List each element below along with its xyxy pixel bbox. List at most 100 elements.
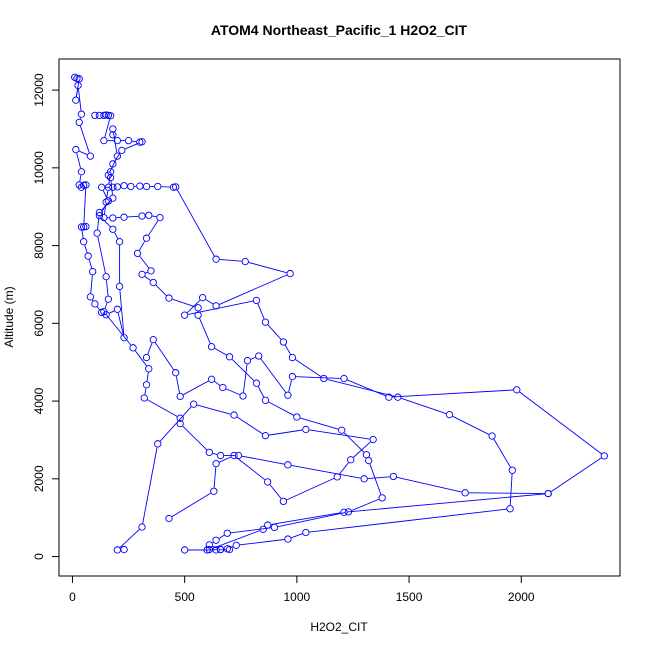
data-point [360,475,368,483]
series-segment [392,389,514,398]
data-point [142,353,151,362]
series-segment [171,492,211,517]
series-segment [509,473,513,506]
series-segment [291,533,303,539]
series-segment [83,188,87,224]
data-point [544,489,552,498]
data-point [212,302,220,310]
series-segment [219,456,231,463]
series-segment [138,241,146,251]
data-point [172,183,180,191]
series-segment [351,498,379,511]
chart-title: ATOM4 Northeast_Pacific_1 H2O2_CIT [211,22,468,38]
series-segment [88,259,93,269]
x-tick-label: 500 [175,590,195,604]
x-tick-label: 2000 [508,590,535,604]
data-point [84,252,92,260]
data-point [338,426,346,434]
series-segment [230,527,271,534]
series-3 [93,125,552,498]
data-point [142,381,151,389]
series-segment [367,476,390,479]
data-point [106,173,115,182]
series-segment [236,416,263,435]
series-segment [353,441,371,458]
data-point [172,369,180,377]
series-segment [81,230,84,239]
data-point [145,211,153,219]
series-segment [145,271,148,274]
data-point [109,160,117,168]
series-segment [79,175,82,182]
data-point [205,545,213,554]
data-point [264,521,272,529]
data-point [138,523,146,531]
series-segment [183,380,209,396]
series-segment [109,159,117,173]
series-segment [119,289,125,335]
series-segment [267,324,282,340]
series-segment [347,379,386,397]
series-segment [213,467,217,488]
data-point [106,112,115,120]
data-point [93,229,101,237]
series-segment [159,406,192,442]
data-point [104,171,113,179]
series-segment [214,381,221,386]
data-point [86,152,95,160]
data-point [261,396,270,404]
data-point [72,96,80,104]
data-point [210,487,218,495]
y-tick-label: 2000 [32,465,46,492]
data-point [207,343,216,351]
data-point [120,334,128,342]
data-point [181,546,189,554]
series-segment [236,457,266,481]
series-segment [109,310,115,314]
series-segment [225,388,240,396]
series-segment [239,539,285,546]
data-point [340,508,348,516]
data-point [340,374,348,383]
data-point [109,131,117,139]
data-point [261,432,270,440]
data-point [347,456,355,464]
series-segment [309,429,370,440]
data-point [118,146,126,154]
series-segment [106,190,109,199]
series-segment [295,376,341,379]
x-axis: 0 500 1000 1500 2000 [69,575,535,604]
data-point [109,225,117,233]
series-segment [452,415,490,435]
data-point [124,136,133,145]
series-segment [309,508,507,533]
y-tick-label: 6000 [32,310,46,337]
data-point [279,497,288,506]
series-segment [154,342,175,370]
data-point [389,472,398,481]
series-segment [146,372,149,382]
data-point [279,338,288,346]
series-segment [144,388,147,395]
data-point [109,194,117,202]
data-point [212,536,220,544]
data-point [506,505,514,513]
series-segment [188,300,254,315]
data-point [513,386,521,394]
series-segment [105,314,132,346]
series-segment [152,215,157,218]
data-point [115,282,124,291]
data-point [138,212,146,220]
data-point [120,213,128,221]
series-segment [218,534,225,539]
data-point [252,379,261,387]
series-segment [468,492,545,495]
data-point [147,267,155,275]
series-segment [139,255,150,269]
data-point [113,183,121,191]
data-point [288,353,297,362]
series-segment [268,429,303,436]
data-point [138,138,146,146]
series-segment [396,476,462,493]
series-segment [132,140,137,143]
